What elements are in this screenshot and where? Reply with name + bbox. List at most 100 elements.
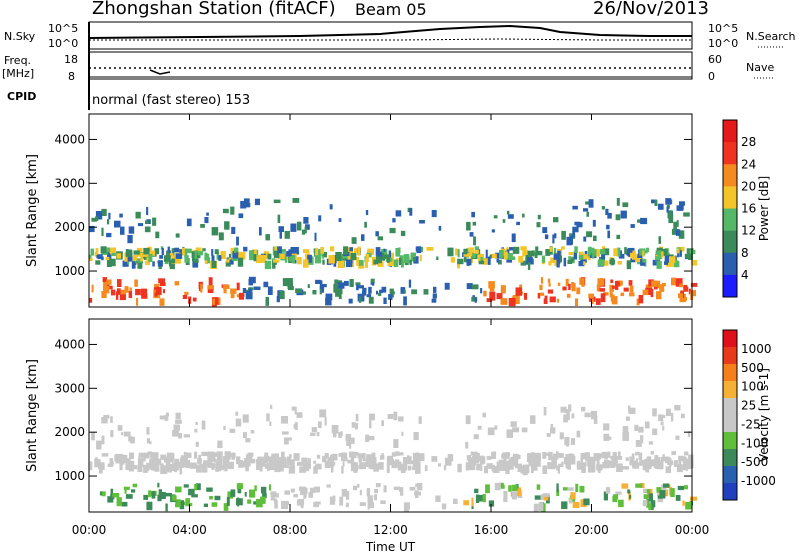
heat-cell bbox=[124, 488, 127, 494]
heat-cell bbox=[256, 499, 263, 508]
heat-cell bbox=[105, 257, 110, 261]
heat-cell bbox=[108, 212, 111, 220]
heat-cell bbox=[325, 297, 332, 306]
heat-cell bbox=[140, 252, 144, 262]
heat-cell bbox=[507, 214, 514, 219]
heat-cell bbox=[517, 487, 522, 496]
heat-cell bbox=[579, 464, 583, 468]
heat-cell bbox=[491, 466, 495, 472]
heat-cell bbox=[129, 452, 134, 460]
heat-cell bbox=[605, 208, 609, 215]
heat-cell bbox=[679, 201, 685, 206]
heat-cell bbox=[542, 493, 550, 498]
heat-cell bbox=[648, 460, 655, 467]
heat-cell bbox=[273, 493, 279, 498]
heat-cell bbox=[341, 255, 348, 259]
heat-cell bbox=[358, 465, 363, 470]
heat-cell bbox=[276, 295, 280, 303]
heat-cell bbox=[626, 249, 633, 256]
heat-cell bbox=[478, 260, 485, 265]
heat-cell bbox=[253, 254, 257, 262]
heat-cell bbox=[95, 260, 101, 265]
heat-cell bbox=[457, 261, 461, 269]
heat-cell bbox=[304, 226, 307, 234]
heat-cell bbox=[179, 501, 185, 510]
heat-cell bbox=[398, 452, 404, 456]
heat-cell bbox=[498, 259, 502, 265]
heat-cell bbox=[245, 291, 253, 300]
heat-cell bbox=[144, 226, 151, 233]
heat-cell bbox=[288, 286, 294, 291]
heat-cell bbox=[688, 253, 693, 260]
heat-cell bbox=[575, 483, 579, 492]
heat-cell bbox=[506, 429, 513, 438]
heat-cell bbox=[321, 251, 324, 259]
heat-cell bbox=[143, 452, 150, 459]
heat-cell bbox=[583, 236, 587, 242]
heat-cell bbox=[101, 291, 107, 299]
heat-cell bbox=[567, 487, 574, 491]
heat-cell bbox=[278, 226, 284, 232]
nsky-label: N.Sky bbox=[4, 30, 36, 43]
heat-cell bbox=[143, 494, 148, 500]
heat-cell bbox=[127, 252, 133, 262]
heat-cell bbox=[397, 247, 401, 254]
heat-cell bbox=[666, 206, 669, 213]
heat-cell bbox=[350, 253, 357, 261]
heat-cell bbox=[318, 421, 322, 429]
heat-cell bbox=[383, 248, 386, 252]
heat-cell bbox=[592, 250, 595, 259]
heat-cell bbox=[224, 451, 231, 456]
heat-cell bbox=[90, 248, 95, 256]
heat-cell bbox=[656, 291, 662, 300]
heat-cell bbox=[572, 226, 579, 233]
heat-cell bbox=[595, 298, 601, 305]
heat-cell bbox=[264, 452, 269, 462]
heat-cell bbox=[298, 486, 306, 491]
heat-cell bbox=[683, 461, 689, 465]
heat-cell bbox=[367, 248, 374, 255]
heat-cell bbox=[334, 279, 339, 285]
heat-cell bbox=[463, 253, 467, 263]
heat-cell bbox=[683, 297, 687, 301]
heat-cell bbox=[192, 254, 196, 262]
heat-cell bbox=[288, 466, 296, 474]
heat-cell bbox=[409, 207, 413, 216]
heat-cell bbox=[286, 251, 292, 257]
heat-cell bbox=[175, 258, 182, 264]
heat-cell bbox=[506, 451, 510, 459]
heat-cell bbox=[651, 280, 658, 287]
heat-cell bbox=[333, 261, 337, 267]
heat-cell bbox=[283, 437, 289, 445]
heat-cell bbox=[400, 230, 406, 237]
heat-cell bbox=[136, 297, 139, 306]
heat-cell bbox=[89, 461, 93, 471]
heat-cell bbox=[542, 451, 547, 459]
heat-cell bbox=[175, 412, 181, 420]
heat-cell bbox=[124, 458, 131, 463]
heat-cell bbox=[482, 412, 486, 418]
heat-cell bbox=[333, 284, 340, 293]
heat-cell bbox=[302, 291, 306, 295]
heat-cell bbox=[209, 456, 216, 462]
heat-cell bbox=[601, 260, 609, 266]
heat-cell bbox=[392, 218, 396, 223]
heat-cell bbox=[148, 490, 151, 498]
heat-cell bbox=[556, 465, 560, 471]
heat-cell bbox=[272, 457, 275, 464]
heat-cell bbox=[496, 258, 499, 263]
heat-cell bbox=[195, 441, 199, 447]
heat-cell bbox=[622, 466, 630, 470]
heat-cell bbox=[581, 278, 585, 287]
heat-cell bbox=[274, 464, 281, 473]
heat-cell bbox=[534, 452, 541, 461]
heat-cell bbox=[339, 496, 344, 506]
heat-cell bbox=[207, 451, 215, 458]
heat-cell bbox=[688, 288, 691, 295]
heat-cell bbox=[630, 258, 636, 263]
heat-cell bbox=[332, 495, 336, 502]
heat-cell bbox=[157, 260, 163, 267]
heat-cell bbox=[323, 251, 327, 256]
heat-cell bbox=[149, 441, 152, 445]
heat-cell bbox=[506, 249, 510, 255]
